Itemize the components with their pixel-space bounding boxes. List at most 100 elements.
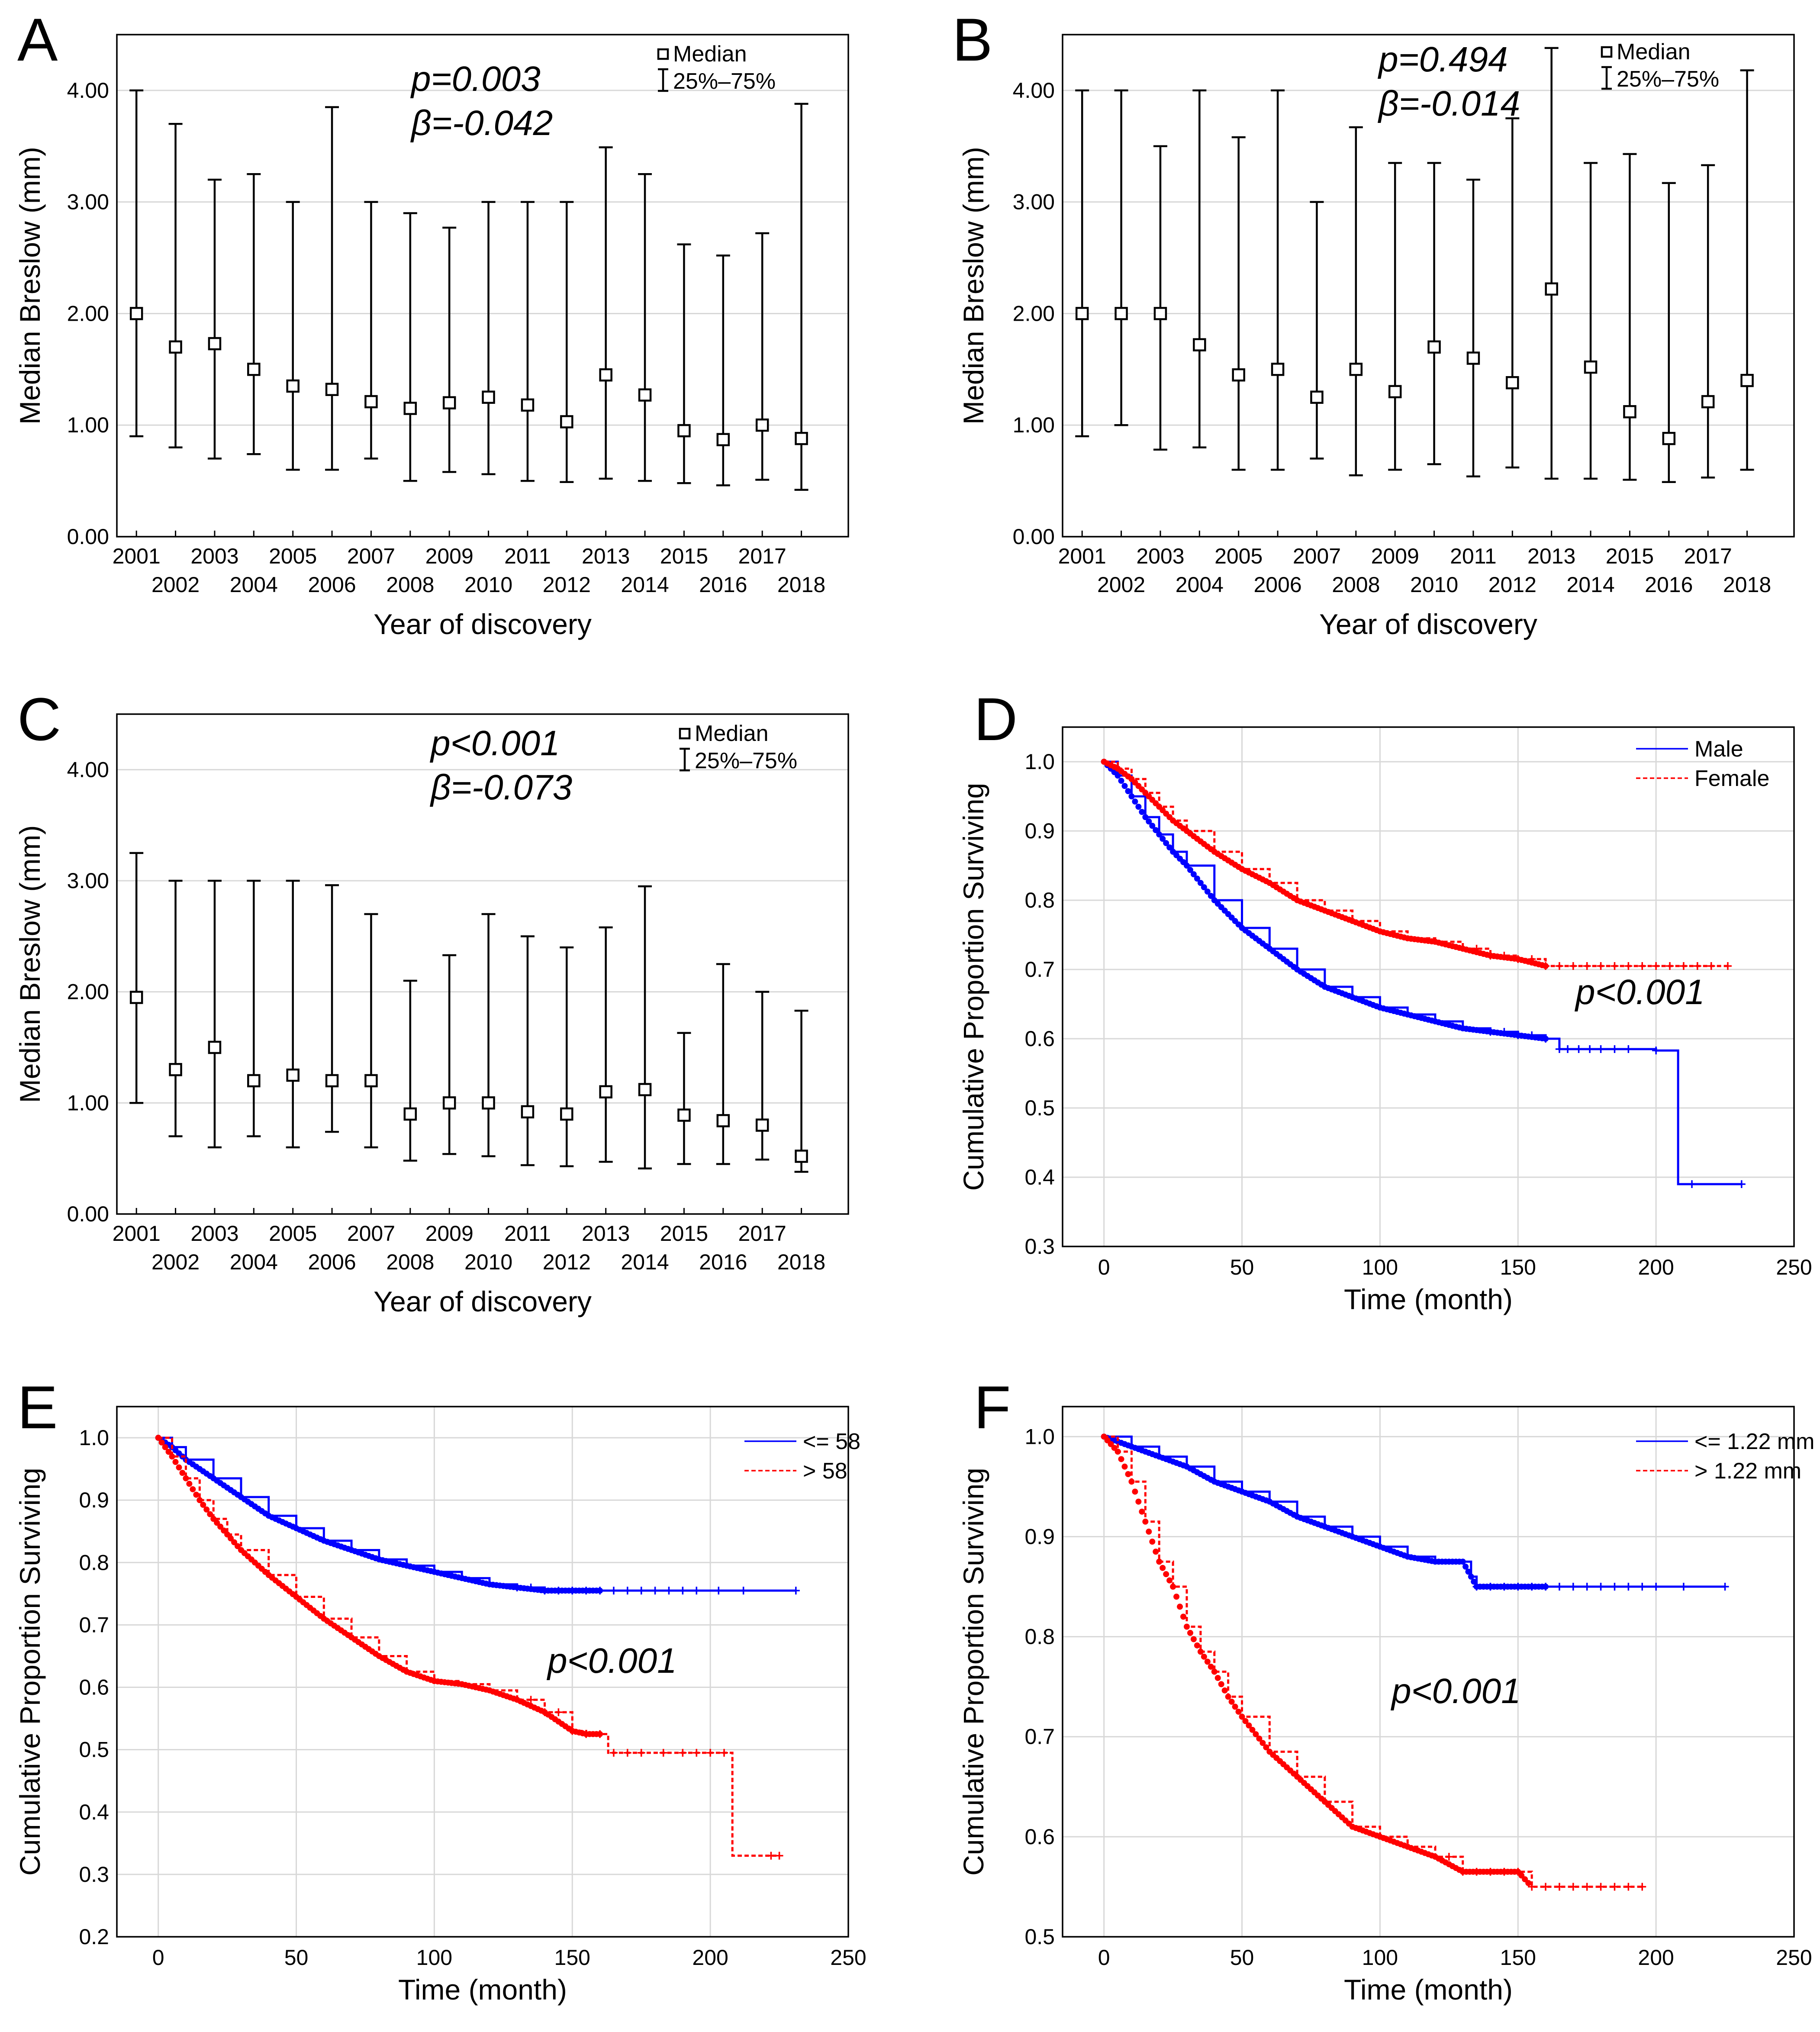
median-marker (1075, 307, 1089, 320)
x-tick-label: 2005 (1214, 544, 1263, 568)
median-marker (1466, 351, 1480, 365)
panel-c: C 0.00 1.00 2.00 3.00 4.00 2001 2002 2003 2004 200… (14, 685, 849, 1317)
plot-frame (1062, 726, 1795, 1247)
x-axis-title: Time (month) (1344, 1974, 1513, 2006)
event-marker (1146, 1528, 1152, 1535)
y-tick-label: 0.9 (79, 1488, 109, 1512)
y-tick-label: 1.0 (1024, 750, 1055, 774)
event-marker (1118, 778, 1124, 784)
event-marker (1125, 1471, 1131, 1478)
y-tick-label: 3.00 (67, 190, 109, 214)
x-tick-label: 2011 (504, 544, 551, 568)
x-tick-label: 2012 (543, 573, 591, 597)
x-axis-title: Year of discovery (374, 1285, 592, 1317)
y-tick-label: 2.00 (67, 301, 109, 325)
event-marker (1149, 823, 1156, 829)
x-tick-label: 2014 (1566, 573, 1614, 597)
event-marker (1142, 1518, 1149, 1525)
event-marker (193, 1491, 200, 1498)
x-tick-label: 2008 (386, 1250, 434, 1274)
y-tick-label: 0.9 (1024, 1524, 1055, 1549)
event-marker (1525, 1880, 1532, 1886)
event-marker (228, 1535, 234, 1542)
series-blue (155, 1435, 800, 1595)
event-marker (1132, 799, 1138, 805)
event-marker (1121, 783, 1128, 789)
event-marker (172, 1459, 179, 1465)
x-tick-label: 150 (1500, 1945, 1536, 1970)
event-marker (1156, 831, 1163, 837)
median-marker (1740, 374, 1754, 387)
median-marker (169, 340, 182, 354)
median-marker (677, 1108, 691, 1122)
y-tick-label: 1.00 (67, 413, 109, 437)
y-tick-label: 0.3 (79, 1862, 109, 1887)
panel-letter: F (974, 1373, 1011, 1441)
event-marker (1204, 1658, 1211, 1665)
event-marker (1128, 1478, 1135, 1485)
x-tick-label: 2018 (777, 573, 825, 597)
x-tick-label: 2005 (269, 544, 317, 568)
event-marker (190, 1486, 196, 1492)
event-marker (186, 1481, 193, 1487)
x-tick-label: 2002 (151, 1250, 200, 1274)
event-marker (1153, 1549, 1159, 1555)
x-tick-label: 2016 (699, 1250, 747, 1274)
event-marker (183, 1475, 189, 1481)
p-value-label: p<0.001 (546, 1641, 677, 1681)
event-marker (1249, 1726, 1256, 1733)
event-marker (1115, 773, 1121, 779)
y-tick-label: 3.00 (67, 869, 109, 893)
event-marker (224, 1531, 231, 1538)
x-tick-label: 2017 (738, 1221, 786, 1246)
median-marker (482, 1096, 495, 1110)
event-marker (162, 1444, 168, 1450)
x-tick-label: 2002 (151, 573, 200, 597)
x-tick-label: 2013 (582, 544, 630, 568)
x-axis-title: Year of discovery (1319, 608, 1537, 640)
x-tick-label: 2001 (113, 544, 161, 568)
x-tick-label: 2009 (1371, 544, 1419, 568)
event-marker (1190, 1636, 1197, 1642)
event-marker (1218, 1681, 1224, 1687)
event-marker (1180, 1613, 1187, 1620)
x-tick-label: 100 (1362, 1255, 1398, 1279)
event-marker (1462, 1563, 1469, 1570)
plot-frame (116, 713, 849, 1215)
median-marker (1388, 385, 1402, 399)
y-tick-label: 0.6 (1024, 1825, 1055, 1849)
x-axis-title: Time (month) (1344, 1283, 1513, 1315)
series-red (155, 1435, 783, 1860)
x-tick-label: 2018 (777, 1250, 825, 1274)
event-marker (1260, 1740, 1266, 1746)
event-marker (158, 1439, 165, 1446)
x-axis-title: Year of discovery (374, 608, 592, 640)
x-tick-label: 2014 (621, 573, 669, 597)
event-marker (1163, 840, 1169, 846)
x-tick-label: 2015 (660, 544, 708, 568)
event-marker (1139, 809, 1145, 815)
event-marker (1125, 788, 1131, 794)
p-value-label: p<0.001 (1390, 1671, 1521, 1711)
event-marker (235, 1543, 241, 1549)
event-marker (179, 1470, 186, 1476)
median-marker (247, 363, 261, 376)
x-tick-label: 2018 (1723, 573, 1771, 597)
x-tick-label: 2002 (1097, 573, 1145, 597)
y-tick-label: 4.00 (1013, 78, 1055, 103)
event-marker (1468, 1573, 1474, 1580)
event-marker (1166, 1577, 1173, 1584)
median-marker (560, 1107, 573, 1121)
y-tick-label: 2.00 (1013, 301, 1055, 325)
median-marker (286, 1068, 300, 1082)
event-marker (207, 1511, 213, 1517)
y-tick-label: 0.00 (1013, 525, 1055, 549)
event-marker (196, 1497, 203, 1504)
x-tick-label: 150 (1500, 1255, 1536, 1279)
y-tick-label: 1.0 (79, 1426, 109, 1450)
x-tick-label: 2012 (543, 1250, 591, 1274)
beta-label: β=-0.042 (410, 103, 553, 143)
x-tick-label: 2017 (1684, 544, 1732, 568)
y-axis-title: Median Breslow (mm) (14, 147, 46, 425)
panel-f: F 0.5 0.6 0.7 0.8 0.9 1.0 0 50 100 150 200 250 <= 1.2… (957, 1373, 1814, 2006)
